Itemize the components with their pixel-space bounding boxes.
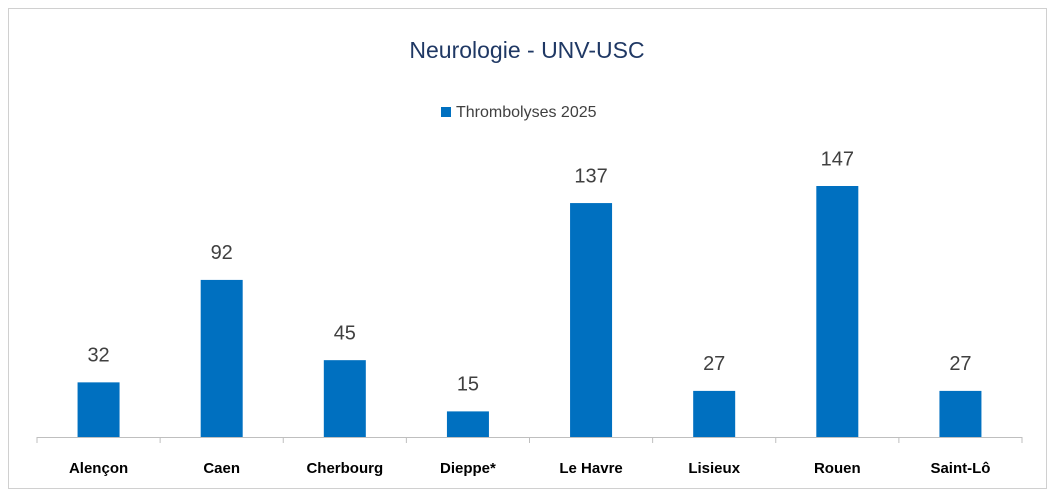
x-tick-label: Cherbourg xyxy=(306,460,383,477)
x-tick-label: Lisieux xyxy=(688,460,740,477)
bar xyxy=(323,360,366,437)
legend-label: Thrombolyses 2025 xyxy=(456,104,597,121)
data-label: 92 xyxy=(211,242,233,264)
bar xyxy=(693,390,736,437)
bar xyxy=(446,411,489,437)
bar xyxy=(939,390,982,437)
data-label: 32 xyxy=(87,345,109,367)
data-label: 27 xyxy=(703,353,725,375)
chart-title: Neurologie - UNV-USC xyxy=(409,37,644,63)
x-tick-label: Saint-Lô xyxy=(930,460,990,477)
legend-swatch xyxy=(441,107,451,117)
bar xyxy=(816,186,859,437)
data-label: 147 xyxy=(821,148,854,170)
data-label: 137 xyxy=(574,165,607,187)
x-tick-label: Le Havre xyxy=(559,460,622,477)
data-label: 15 xyxy=(457,374,479,396)
bar xyxy=(200,279,243,437)
chart-border xyxy=(8,8,1047,489)
x-tick-label: Alençon xyxy=(69,460,128,477)
data-label: 45 xyxy=(334,322,356,344)
x-tick-label: Caen xyxy=(203,460,240,477)
x-tick-label: Rouen xyxy=(814,460,861,477)
bar xyxy=(77,382,120,437)
data-label: 27 xyxy=(949,353,971,375)
bar xyxy=(570,203,613,437)
x-tick-label: Dieppe* xyxy=(440,460,496,477)
